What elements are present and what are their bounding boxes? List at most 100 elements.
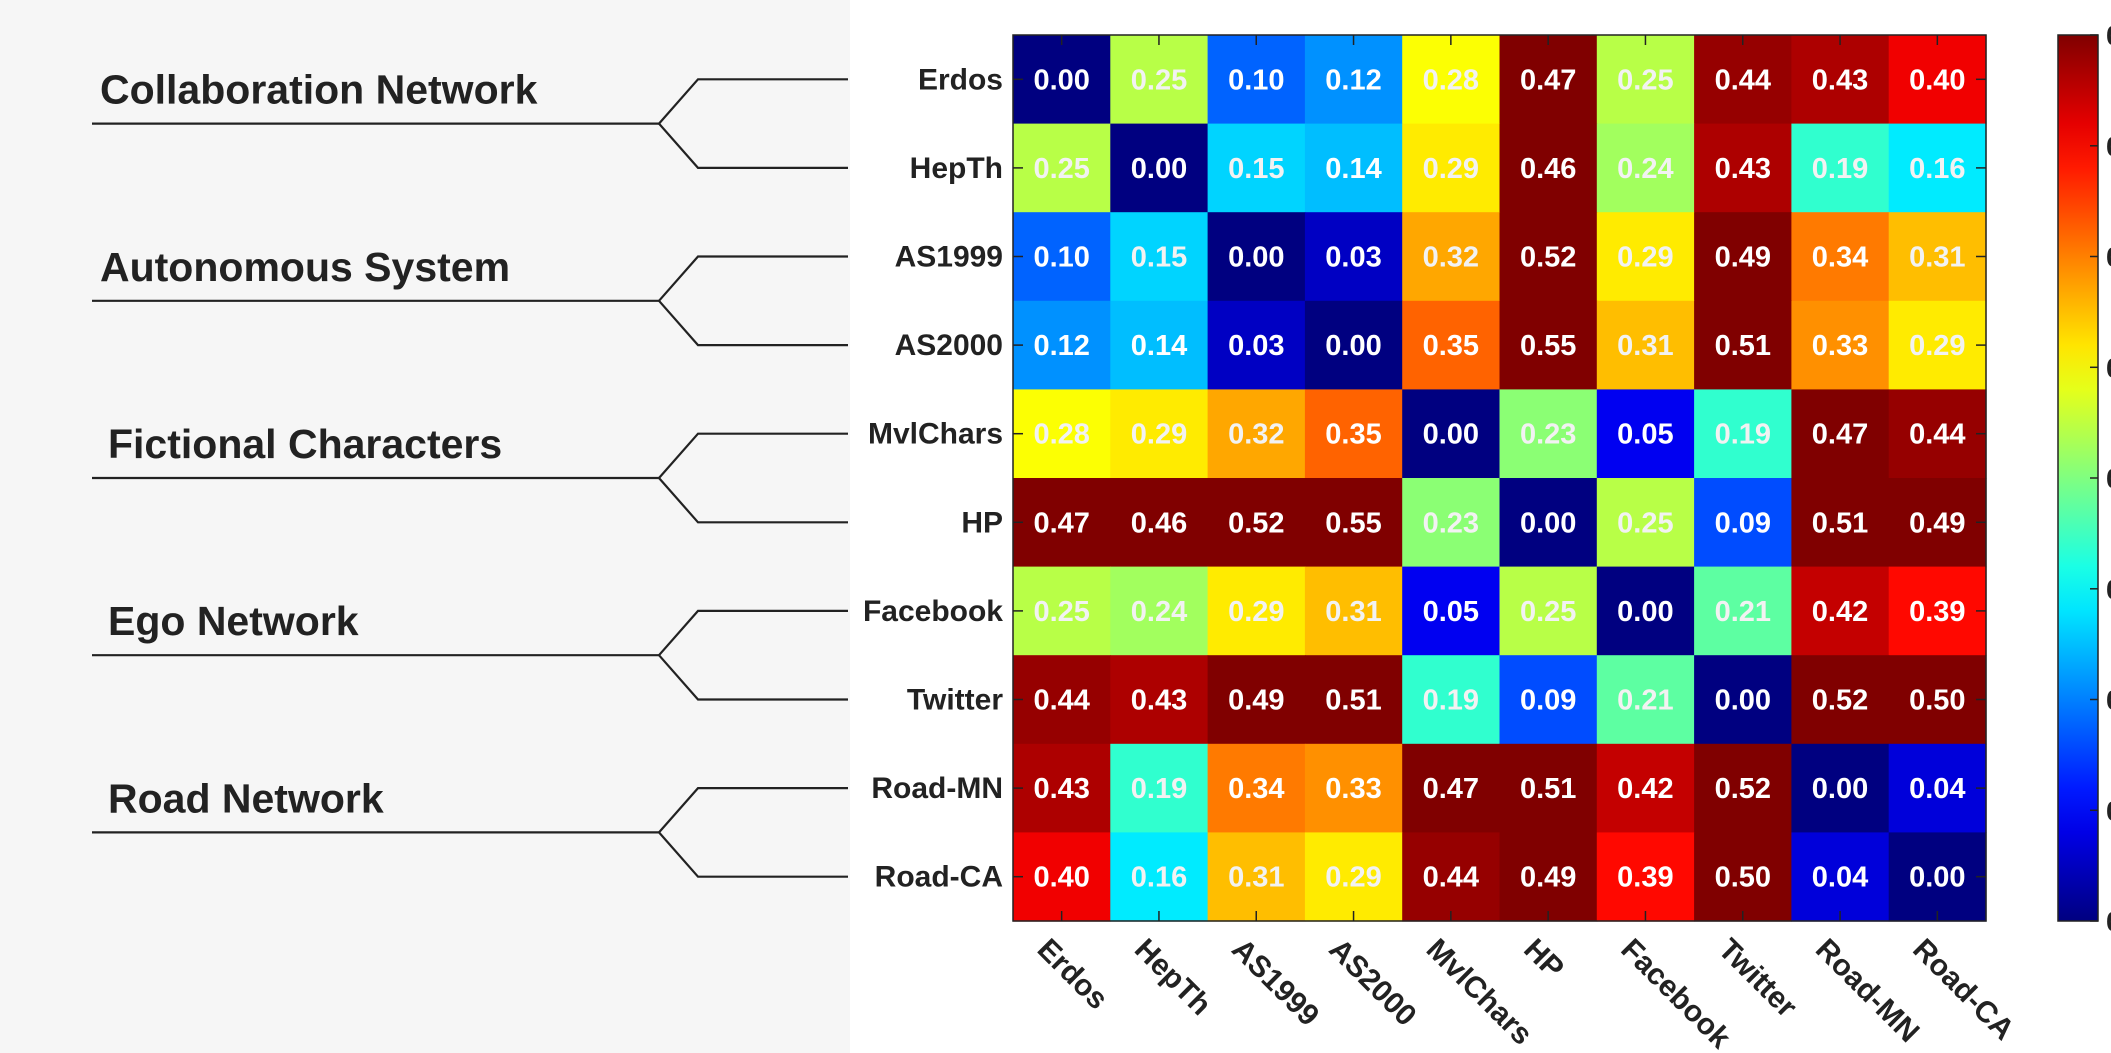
group-bracket-lower <box>658 477 848 524</box>
cell-value-label: 0.15 <box>1228 153 1284 185</box>
heatmap-cell-5-2 <box>1207 478 1306 568</box>
cell-value-label: 0.14 <box>1325 153 1381 185</box>
cell-value-label: 0.50 <box>1909 685 1965 717</box>
heatmap-cell-1-3 <box>1304 123 1403 213</box>
cell-value-label: 0.14 <box>1131 330 1187 362</box>
heatmap-cell-7-1 <box>1110 655 1209 745</box>
heatmap-cell-1-4 <box>1402 123 1501 213</box>
heatmap-cell-7-2 <box>1207 655 1306 745</box>
heatmap-cell-7-9 <box>1888 655 1987 745</box>
heatmap-cell-0-4 <box>1402 35 1501 125</box>
heatmap-cell-2-5 <box>1499 212 1598 302</box>
cell-value-label: 0.29 <box>1228 596 1284 628</box>
heatmap-cell-3-5 <box>1499 300 1598 390</box>
y-tick-label: HP <box>961 506 1003 539</box>
heatmap-cell-3-4 <box>1402 300 1501 390</box>
cell-value-label: 0.29 <box>1909 330 1965 362</box>
group-label: Autonomous System <box>100 244 510 290</box>
heatmap-cell-9-0 <box>1013 832 1111 922</box>
colorbar-tick-label: 0 <box>2106 795 2111 826</box>
group-bracket <box>92 609 848 701</box>
group-bracket-lower <box>658 122 848 169</box>
cell-value-label: 0.43 <box>1033 773 1089 805</box>
heatmap-cell-5-1 <box>1110 478 1209 568</box>
heatmap-cell-6-8 <box>1791 566 1890 656</box>
heatmap-cell-9-8 <box>1791 832 1890 922</box>
heatmap-cell-8-2 <box>1207 743 1306 833</box>
cell-value-label: 0.43 <box>1812 64 1868 96</box>
heatmap-cell-8-5 <box>1499 743 1598 833</box>
heatmap-cell-8-3 <box>1304 743 1403 833</box>
heatmap-cell-5-9 <box>1888 478 1987 568</box>
heatmap-cell-9-4 <box>1402 832 1501 922</box>
cell-value-label: 0.12 <box>1325 64 1381 96</box>
heatmap-cell-9-6 <box>1596 832 1695 922</box>
cell-value-label: 0.25 <box>1131 64 1187 96</box>
group-bracket-upper <box>658 78 848 125</box>
heatmap-cell-3-0 <box>1013 300 1111 390</box>
cell-value-label: 0.39 <box>1909 596 1965 628</box>
cell-value-label: 0.49 <box>1715 242 1771 274</box>
heatmap-cell-7-7 <box>1694 655 1792 745</box>
heatmap-cell-5-4 <box>1402 478 1501 568</box>
cell-value-label: 0.51 <box>1812 507 1868 539</box>
cell-value-label: 0.25 <box>1617 64 1673 96</box>
colorbar-tick-label: 0 <box>2106 20 2111 51</box>
cell-value-label: 0.29 <box>1325 862 1381 894</box>
heatmap-cell-0-5 <box>1499 35 1598 125</box>
heatmap-cell-2-4 <box>1402 212 1501 302</box>
cell-value-label: 0.49 <box>1228 685 1284 717</box>
cell-value-label: 0.49 <box>1520 862 1576 894</box>
x-tick-label: HepTh <box>1128 933 1217 1022</box>
cell-value-label: 0.33 <box>1325 773 1381 805</box>
heatmap-cells <box>1013 35 1987 922</box>
y-tick-label: AS1999 <box>895 241 1003 274</box>
cell-value-label: 0.50 <box>1715 862 1771 894</box>
heatmap-cell-9-1 <box>1110 832 1209 922</box>
heatmap-cell-8-4 <box>1402 743 1501 833</box>
heatmap-cell-3-6 <box>1596 300 1695 390</box>
cell-value-label: 0.29 <box>1423 153 1479 185</box>
cell-value-label: 0.44 <box>1033 685 1089 717</box>
cell-value-label: 0.19 <box>1715 419 1771 451</box>
cell-value-label: 0.28 <box>1423 64 1479 96</box>
heatmap-cell-6-4 <box>1402 566 1501 656</box>
heatmap-cell-6-6 <box>1596 566 1695 656</box>
group-bracket <box>92 786 848 878</box>
x-tick-label: HP <box>1517 933 1570 986</box>
y-tick-label: HepTh <box>910 152 1003 185</box>
colorbar-tick-label: 0 <box>2106 352 2111 383</box>
x-tick-label: MvlChars <box>1420 933 1539 1052</box>
heatmap-cell-2-7 <box>1694 212 1792 302</box>
cell-value-label: 0.32 <box>1228 419 1284 451</box>
heatmap-cell-1-6 <box>1596 123 1695 213</box>
cell-value-label: 0.25 <box>1033 596 1089 628</box>
cell-value-label: 0.00 <box>1617 596 1673 628</box>
group-bracket <box>92 78 848 169</box>
cell-value-label: 0.00 <box>1033 64 1089 96</box>
x-tick-label: Twitter <box>1712 933 1804 1025</box>
heatmap-cell-2-1 <box>1110 212 1209 302</box>
cell-value-label: 0.34 <box>1228 773 1284 805</box>
cell-value-label: 0.19 <box>1131 773 1187 805</box>
heatmap-cell-9-5 <box>1499 832 1598 922</box>
cell-value-label: 0.46 <box>1520 153 1576 185</box>
heatmap-cell-1-1 <box>1110 123 1209 213</box>
heatmap-cell-1-8 <box>1791 123 1890 213</box>
heatmap-cell-2-0 <box>1013 212 1111 302</box>
heatmap-cell-6-1 <box>1110 566 1209 656</box>
plot-frame <box>1012 34 1987 922</box>
cell-value-label: 0.09 <box>1520 685 1576 717</box>
cell-value-label: 0.31 <box>1909 242 1965 274</box>
heatmap-cell-0-8 <box>1791 35 1890 125</box>
cell-value-label: 0.35 <box>1325 419 1381 451</box>
heatmap-cell-7-8 <box>1791 655 1890 745</box>
y-tick-label: Road-CA <box>875 861 1003 894</box>
cell-value-label: 0.24 <box>1131 596 1187 628</box>
heatmap-cell-7-0 <box>1013 655 1111 745</box>
group-bracket-lower <box>658 300 848 347</box>
heatmap-cell-1-5 <box>1499 123 1598 213</box>
heatmap-cell-4-1 <box>1110 389 1209 479</box>
cell-value-label: 0.25 <box>1617 507 1673 539</box>
